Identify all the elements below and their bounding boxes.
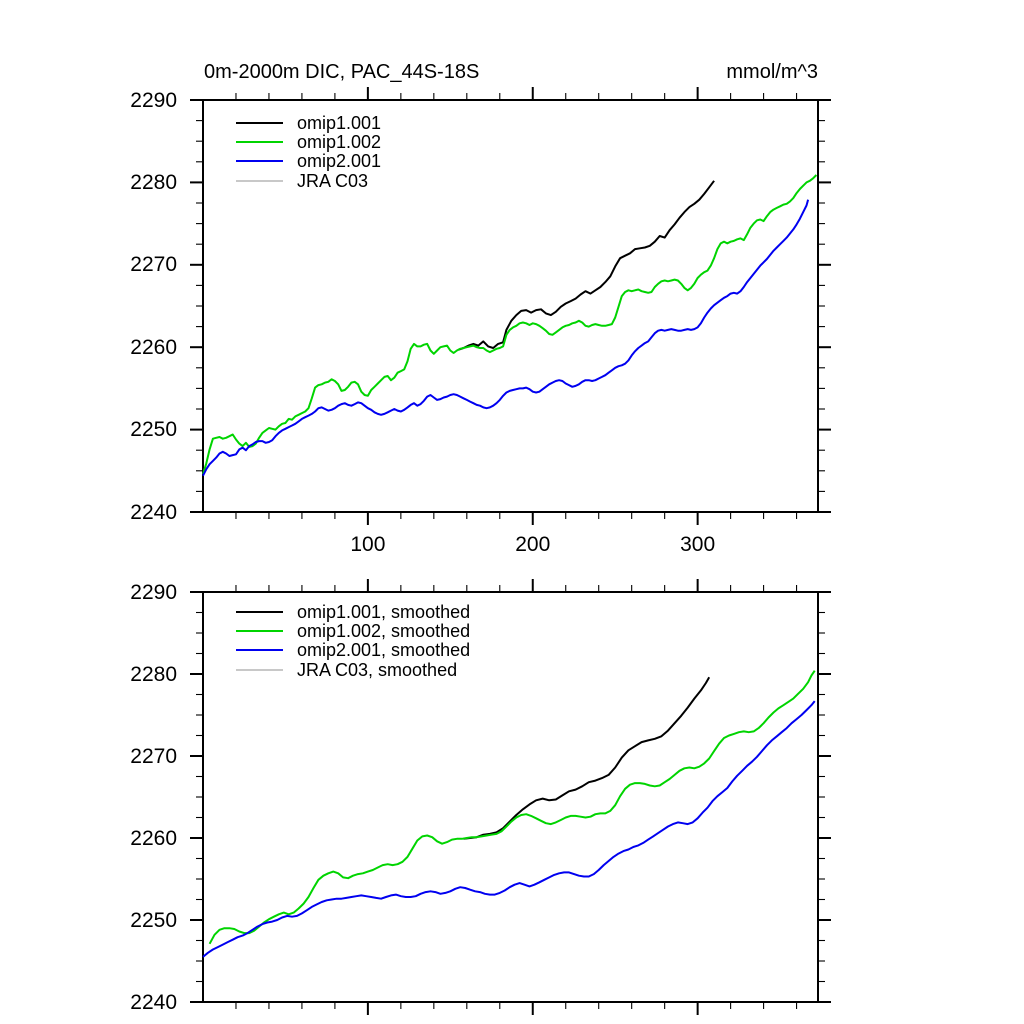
legend-line-green-icon: [236, 629, 283, 632]
legend-item: JRA C03: [236, 171, 381, 190]
y-tick-label: 2260: [130, 335, 177, 359]
x-tick-label: 100: [350, 533, 386, 556]
legend-item: omip2.001, smoothed: [236, 641, 470, 660]
series-line: [208, 670, 816, 945]
legend-item: omip1.002: [236, 132, 381, 151]
legend-label: JRA C03: [297, 170, 369, 191]
series-line: [202, 174, 818, 475]
chart-units-label: mmol/m^3: [726, 61, 818, 83]
legend-label: omip1.001, smoothed: [297, 601, 471, 622]
legend-label: omip2.001, smoothed: [297, 640, 471, 661]
legend-line-black-icon: [236, 610, 283, 613]
legend-label: omip1.001: [297, 112, 382, 133]
legend-line-gray-icon: [236, 668, 283, 671]
legend-bottom-chart: omip1.001, smoothed omip1.002, smoothed …: [236, 602, 470, 679]
legend-item: omip1.001: [236, 113, 381, 132]
y-tick-label: 2260: [130, 826, 177, 850]
legend-item: omip2.001: [236, 152, 381, 171]
legend-label: omip1.002: [297, 131, 382, 152]
chart-title: 0m-2000m DIC, PAC_44S-18S: [204, 61, 480, 83]
legend-label: omip1.002, smoothed: [297, 620, 471, 641]
legend-line-green-icon: [236, 140, 283, 143]
y-tick-label: 2290: [130, 580, 177, 604]
series-line: [202, 199, 810, 477]
y-tick-label: 2250: [130, 418, 177, 442]
x-tick-label: 200: [515, 533, 551, 556]
legend-line-black-icon: [236, 121, 283, 124]
legend-item: JRA C03, smoothed: [236, 660, 470, 679]
legend-top-chart: omip1.001 omip1.002 omip2.001 JRA C03: [236, 113, 381, 190]
y-tick-label: 2290: [130, 88, 177, 112]
series-line: [463, 676, 711, 840]
y-tick-label: 2270: [130, 744, 177, 768]
legend-item: omip1.001, smoothed: [236, 602, 470, 621]
series-line: [458, 180, 715, 351]
y-tick-label: 2240: [130, 990, 177, 1014]
legend-label: JRA C03, smoothed: [297, 659, 458, 680]
y-tick-label: 2280: [130, 662, 177, 686]
legend-label: omip2.001: [297, 151, 382, 172]
x-tick-label: 300: [680, 533, 716, 556]
legend-line-gray-icon: [236, 179, 283, 182]
y-tick-label: 2240: [130, 500, 177, 524]
y-tick-label: 2270: [130, 253, 177, 277]
legend-line-blue-icon: [236, 649, 283, 652]
series-line: [202, 700, 816, 958]
legend-line-blue-icon: [236, 160, 283, 163]
y-tick-label: 2250: [130, 908, 177, 932]
y-tick-label: 2280: [130, 170, 177, 194]
legend-item: omip1.002, smoothed: [236, 621, 470, 640]
